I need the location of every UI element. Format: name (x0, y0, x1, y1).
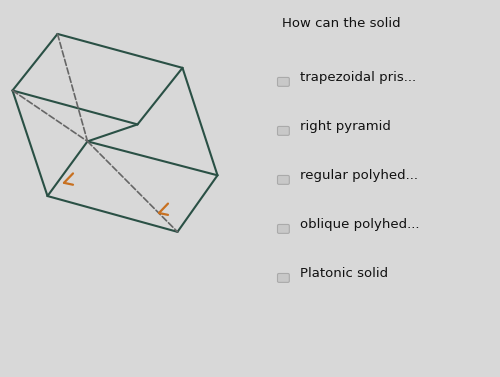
FancyBboxPatch shape (278, 175, 289, 184)
Text: Platonic solid: Platonic solid (300, 267, 388, 280)
Text: oblique polyhed...: oblique polyhed... (300, 218, 420, 231)
FancyBboxPatch shape (278, 77, 289, 86)
FancyBboxPatch shape (278, 224, 289, 233)
FancyBboxPatch shape (278, 126, 289, 135)
FancyBboxPatch shape (278, 273, 289, 282)
Text: How can the solid: How can the solid (282, 17, 401, 30)
Text: regular polyhed...: regular polyhed... (300, 169, 418, 182)
Text: trapezoidal pris...: trapezoidal pris... (300, 71, 416, 84)
Text: right pyramid: right pyramid (300, 120, 391, 133)
